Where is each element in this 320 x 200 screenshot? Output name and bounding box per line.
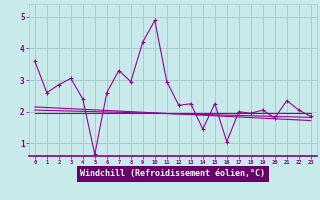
X-axis label: Windchill (Refroidissement éolien,°C): Windchill (Refroidissement éolien,°C) [80, 169, 265, 178]
